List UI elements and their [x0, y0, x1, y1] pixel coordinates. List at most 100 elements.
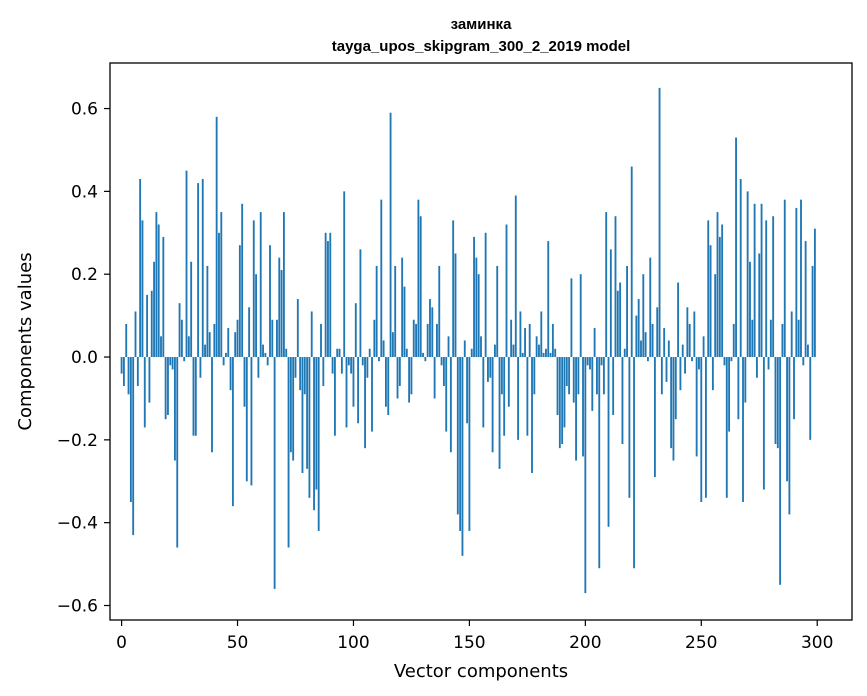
bar [160, 336, 162, 358]
bar [556, 357, 559, 416]
bar [742, 357, 744, 502]
bar [459, 357, 462, 531]
bar [551, 323, 554, 358]
bar [456, 357, 459, 515]
y-tick-label: 0.0 [71, 348, 98, 368]
bar [299, 357, 302, 391]
bar [150, 290, 153, 358]
bar [187, 336, 190, 358]
bar [343, 191, 346, 358]
bar [677, 282, 680, 358]
bar [667, 340, 670, 358]
bar [405, 348, 408, 358]
bar [512, 344, 515, 358]
bar [735, 137, 737, 358]
bar [756, 357, 758, 378]
bar [315, 357, 318, 490]
bar [686, 307, 689, 358]
bar [533, 357, 536, 395]
bar [125, 323, 128, 358]
bar [308, 357, 311, 498]
bar [802, 357, 805, 366]
bar [776, 357, 779, 449]
bar [772, 216, 775, 358]
bar [723, 357, 726, 366]
bar [484, 232, 487, 358]
bar [758, 253, 761, 358]
bar [568, 357, 571, 395]
bar [306, 357, 309, 469]
bar [350, 357, 353, 374]
bar [633, 357, 635, 569]
bar [521, 352, 524, 358]
bar [185, 170, 188, 358]
bar [364, 357, 366, 449]
bar [651, 323, 654, 358]
x-tick-label: 100 [337, 633, 369, 653]
bar [122, 357, 125, 387]
bar [623, 348, 626, 358]
bar [222, 357, 225, 366]
bar [282, 212, 285, 358]
bar [702, 336, 705, 358]
bar [540, 311, 543, 358]
bar [259, 212, 262, 358]
bar [769, 319, 772, 358]
bar [424, 357, 427, 362]
bar [440, 357, 443, 366]
bar [498, 357, 501, 469]
bar [310, 311, 313, 358]
x-tick-label: 300 [801, 633, 833, 653]
bar [584, 357, 587, 594]
bar [749, 261, 751, 358]
bar [378, 357, 380, 362]
bar [438, 265, 441, 358]
bar [473, 236, 475, 358]
bar [415, 323, 417, 358]
bar [136, 357, 139, 387]
bar [475, 257, 478, 358]
bar [134, 311, 137, 358]
bar [320, 323, 322, 358]
bar [672, 357, 675, 461]
bar [716, 212, 719, 358]
bar [607, 357, 610, 527]
bar [575, 357, 577, 461]
bar [340, 357, 343, 374]
bar [206, 265, 209, 358]
bar [167, 357, 169, 416]
bar [491, 357, 494, 453]
bar [394, 265, 397, 358]
bar [628, 357, 631, 498]
bar [570, 278, 573, 358]
bar [493, 344, 496, 358]
x-tick-label: 200 [569, 633, 601, 653]
bar [679, 357, 682, 391]
x-tick-label: 0 [116, 633, 127, 653]
bar [500, 357, 503, 395]
bar [468, 357, 471, 531]
bar [218, 232, 220, 358]
bar [139, 178, 142, 358]
y-tick-label: −0.6 [57, 597, 98, 617]
bar [542, 352, 545, 358]
bar [519, 311, 522, 358]
bar [614, 216, 617, 358]
bar [489, 357, 492, 378]
bar [698, 357, 700, 370]
bar [410, 357, 413, 395]
bar [609, 249, 612, 358]
bar [248, 307, 251, 358]
bar [243, 357, 246, 407]
bar [721, 224, 724, 358]
bar [294, 357, 297, 378]
plot-frame [109, 62, 853, 621]
bar [630, 166, 633, 358]
bar [524, 328, 526, 358]
bar [558, 357, 561, 449]
bar [688, 323, 691, 358]
bar [616, 290, 619, 358]
bar [656, 307, 659, 358]
bar [718, 236, 721, 358]
